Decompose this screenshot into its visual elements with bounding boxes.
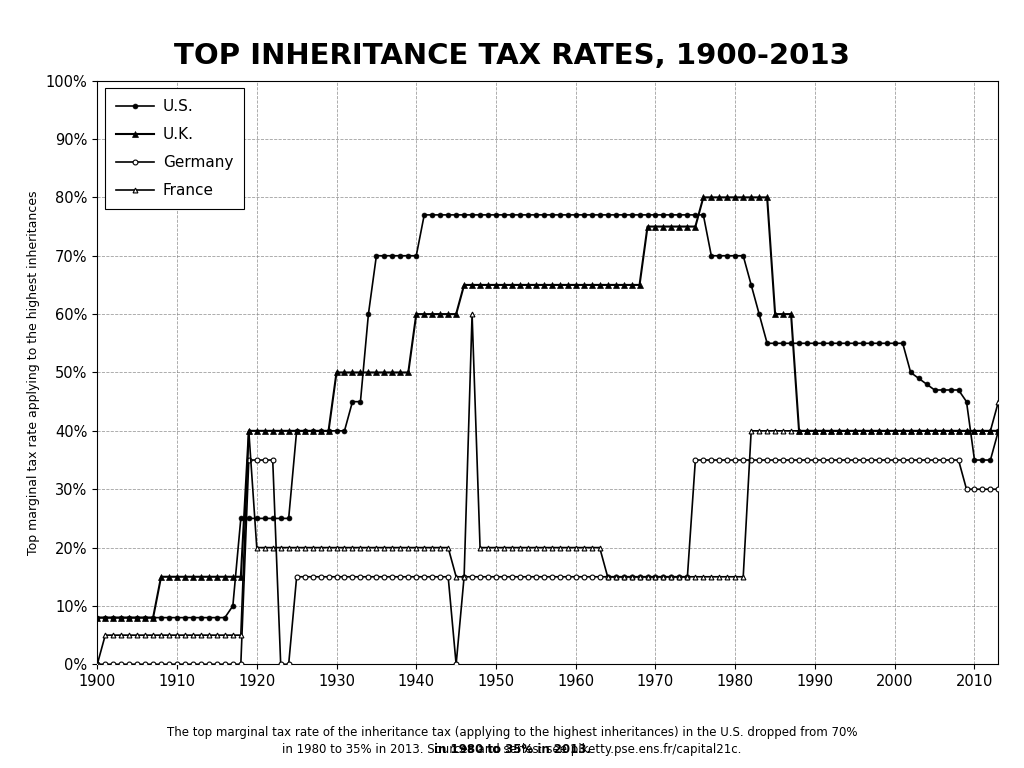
- U.S.: [346, 397, 358, 406]
- U.S.: [195, 613, 207, 622]
- Text: TOP INHERITANCE TAX RATES, 1900-2013: TOP INHERITANCE TAX RATES, 1900-2013: [174, 42, 850, 70]
- Line: U.K.: U.K.: [94, 194, 1001, 621]
- U.K.: [442, 310, 455, 319]
- U.K.: [697, 193, 710, 202]
- U.S.: [450, 210, 462, 220]
- U.S.: [992, 426, 1005, 435]
- France: [785, 426, 798, 435]
- France: [681, 572, 693, 581]
- France: [195, 631, 207, 640]
- Germany: [354, 572, 367, 581]
- U.S.: [418, 210, 430, 220]
- U.K.: [673, 222, 685, 231]
- Line: U.S.: U.S.: [95, 213, 1000, 620]
- Germany: [195, 660, 207, 669]
- Germany: [243, 455, 255, 465]
- France: [338, 543, 350, 552]
- U.K.: [346, 368, 358, 377]
- Text: in 1980 to 35% in 2013. Sources and series: see piketty.pse.ens.fr/capital21c.: in 1980 to 35% in 2013. Sources and seri…: [283, 743, 741, 756]
- Legend: U.S., U.K., Germany, France: U.S., U.K., Germany, France: [104, 88, 244, 209]
- Germany: [992, 485, 1005, 494]
- Text: The top marginal tax rate of the inheritance tax (applying to the highest inheri: The top marginal tax rate of the inherit…: [167, 726, 857, 739]
- U.K.: [338, 368, 350, 377]
- Germany: [785, 455, 798, 465]
- U.S.: [91, 613, 103, 622]
- Germany: [450, 660, 462, 669]
- France: [442, 543, 455, 552]
- U.K.: [992, 426, 1005, 435]
- U.S.: [785, 339, 798, 348]
- France: [992, 397, 1005, 406]
- Text: in 1980 to 35% in 2013.: in 1980 to 35% in 2013.: [433, 743, 591, 756]
- Germany: [91, 660, 103, 669]
- U.K.: [195, 572, 207, 581]
- U.K.: [91, 613, 103, 622]
- Line: France: France: [95, 312, 1000, 667]
- Germany: [681, 572, 693, 581]
- France: [466, 310, 478, 319]
- U.S.: [338, 426, 350, 435]
- France: [91, 660, 103, 669]
- U.S.: [681, 210, 693, 220]
- Line: Germany: Germany: [95, 458, 1000, 667]
- Y-axis label: Top marginal tax rate applying to the highest inheritances: Top marginal tax rate applying to the hi…: [28, 190, 40, 554]
- France: [346, 543, 358, 552]
- U.K.: [785, 310, 798, 319]
- Germany: [346, 572, 358, 581]
